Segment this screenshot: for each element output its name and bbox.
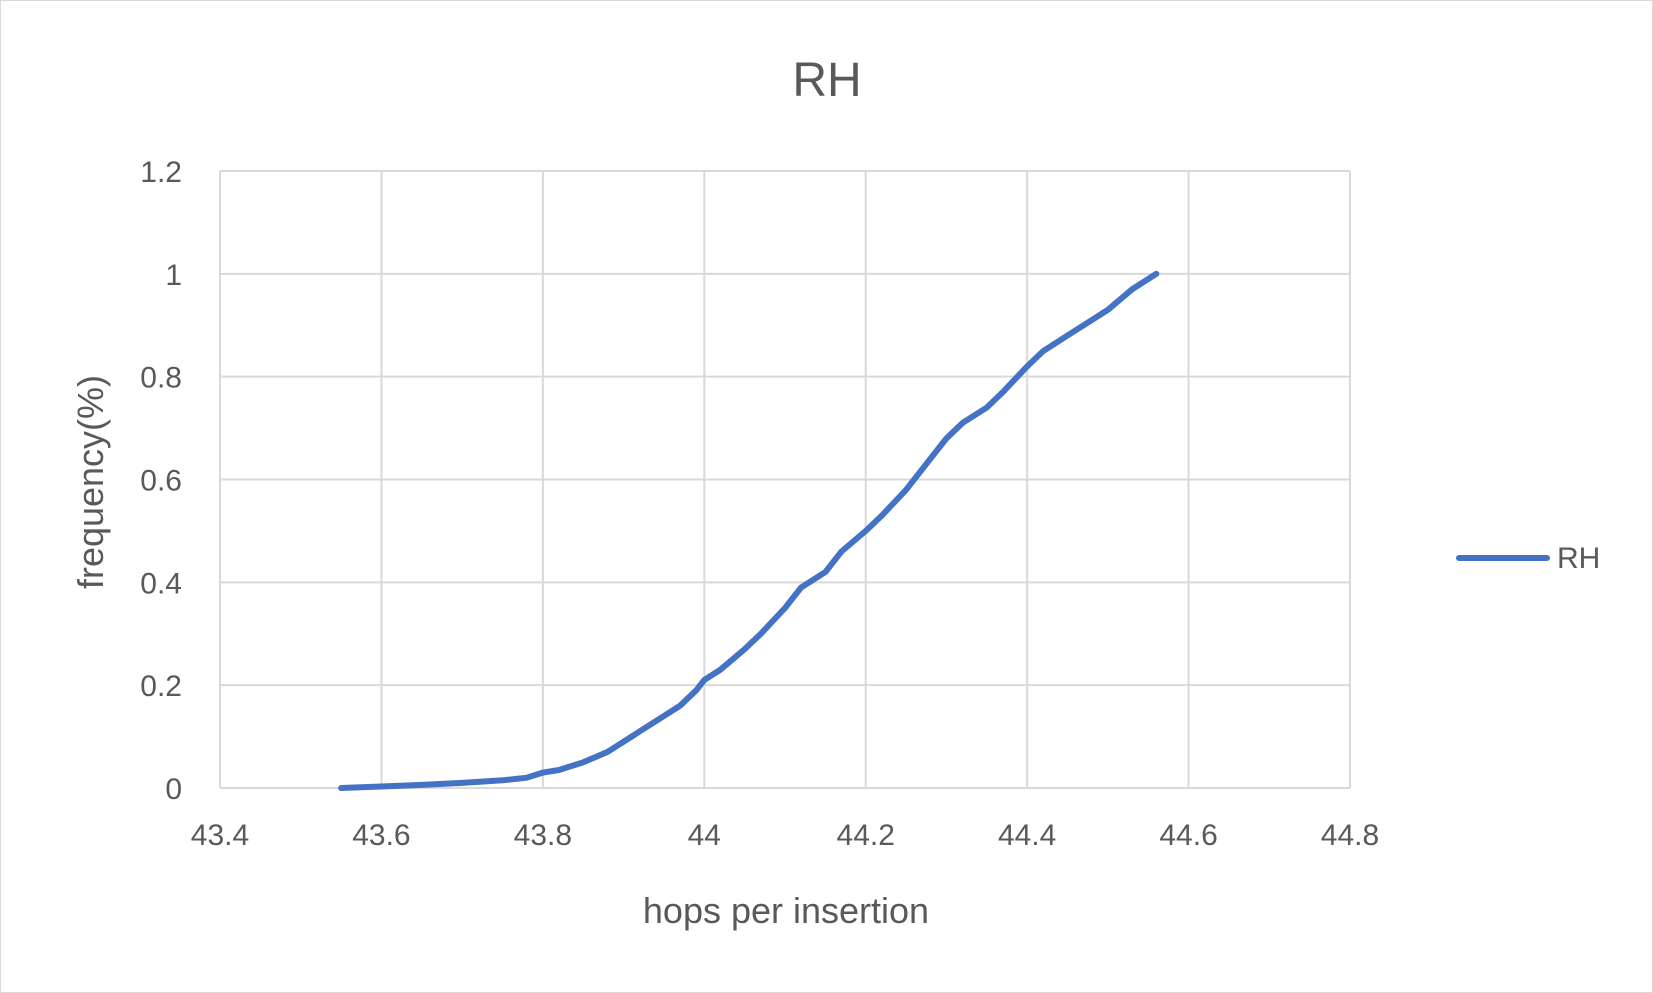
x-tick-label: 43.6: [352, 819, 410, 852]
grid-lines: [219, 170, 1351, 789]
series-layer: [338, 270, 1160, 791]
x-tick-label: 44: [688, 819, 721, 852]
y-tick-label: 0.4: [140, 567, 182, 600]
x-tick-label: 43.4: [191, 819, 249, 852]
x-tick-label: 44.6: [1159, 819, 1217, 852]
y-tick-label: 1.2: [140, 156, 182, 189]
y-tick-label: 0.8: [140, 362, 182, 395]
legend: RH: [1456, 542, 1600, 575]
y-tick-label: 1: [165, 259, 182, 292]
y-axis-ticks: 0 0.2 0.4 0.6 0.8 1 1.2: [140, 156, 182, 806]
x-axis-label: hops per insertion: [643, 890, 929, 931]
y-tick-label: 0.6: [140, 465, 182, 498]
x-axis-ticks: 43.4 43.6 43.8 44 44.2 44.4 44.6 44.8: [191, 819, 1379, 852]
y-tick-label: 0: [165, 773, 182, 806]
series-line-rh: [338, 270, 1160, 791]
legend-label-rh: RH: [1557, 542, 1600, 575]
x-tick-label: 43.8: [514, 819, 572, 852]
y-axis-label: frequency(%): [70, 375, 111, 589]
chart-title: RH: [792, 54, 861, 107]
y-tick-label: 0.2: [140, 670, 182, 703]
x-tick-label: 44.4: [998, 819, 1056, 852]
x-tick-label: 44.2: [837, 819, 895, 852]
x-tick-label: 44.8: [1321, 819, 1379, 852]
